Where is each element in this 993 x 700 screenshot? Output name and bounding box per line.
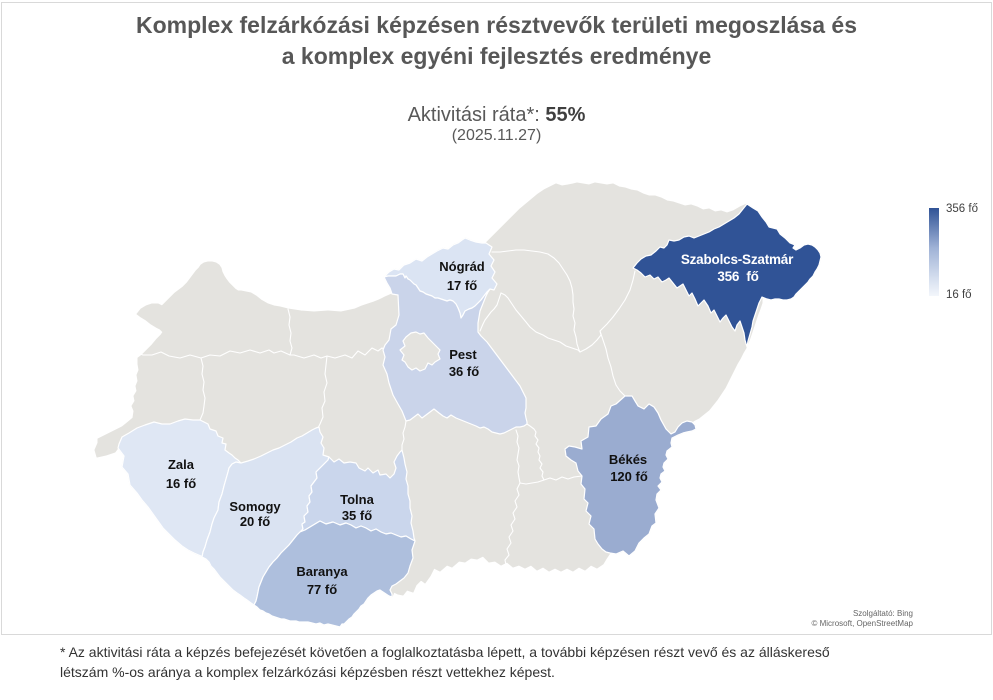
svg-text:16 fő: 16 fő [166,476,196,491]
svg-text:77 fő: 77 fő [307,582,337,597]
svg-text:Nógrád: Nógrád [439,259,485,274]
svg-text:Somogy: Somogy [229,499,281,514]
svg-text:Békés: Békés [609,452,647,467]
svg-text:356 fő: 356 fő [717,269,758,284]
svg-text:Zala: Zala [168,457,195,472]
svg-text:120 fő: 120 fő [610,469,648,484]
svg-text:17 fő: 17 fő [447,278,477,293]
svg-text:36 fő: 36 fő [449,364,479,379]
svg-text:Pest: Pest [449,347,477,362]
svg-text:35 fő: 35 fő [342,508,372,523]
svg-text:Baranya: Baranya [296,564,348,579]
svg-text:20 fő: 20 fő [240,514,270,529]
svg-text:Szabolcs-Szatmár: Szabolcs-Szatmár [681,252,794,267]
svg-text:Tolna: Tolna [340,492,374,507]
